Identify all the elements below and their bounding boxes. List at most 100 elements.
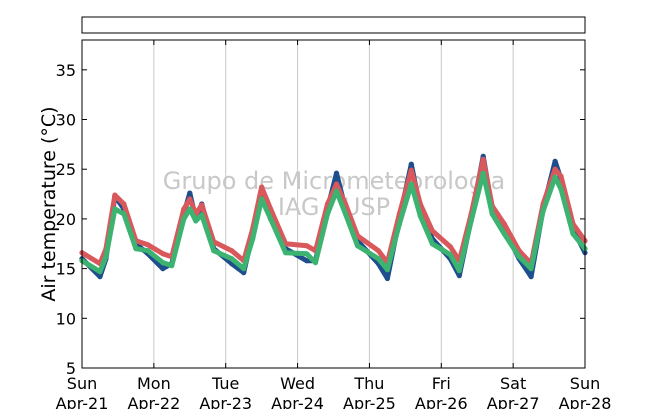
data-point [552, 166, 558, 172]
data-point [169, 263, 175, 269]
data-point [354, 243, 361, 249]
x-tick-label-day: Tue [211, 374, 239, 393]
series-layer [79, 153, 588, 282]
data-point [540, 208, 546, 214]
x-tick-label-day: Sat [500, 374, 526, 393]
x-tick-label-date: Apr-26 [415, 394, 468, 409]
data-point [528, 274, 534, 280]
data-point [259, 196, 265, 202]
data-point [333, 170, 340, 176]
data-point [283, 250, 289, 256]
data-point [375, 256, 381, 262]
y-tick-label: 15 [56, 260, 76, 279]
data-point [187, 196, 193, 202]
data-point [160, 260, 166, 266]
x-tick-label-day: Sun [570, 374, 600, 393]
data-point [160, 266, 166, 272]
data-point [181, 216, 187, 222]
data-point [112, 192, 118, 198]
data-point [429, 241, 435, 247]
y-tick-label: 35 [56, 61, 76, 80]
data-point [408, 161, 414, 167]
data-point [121, 211, 127, 217]
data-point [121, 201, 127, 207]
data-point [199, 212, 205, 218]
data-point [384, 267, 390, 273]
plot-frame [81, 39, 586, 369]
data-point [501, 231, 507, 237]
data-point [468, 218, 474, 224]
data-point [552, 174, 558, 180]
data-point [480, 156, 486, 162]
series-2 [79, 170, 588, 275]
y-tick-label: 5 [66, 359, 76, 378]
y-tick-label: 10 [56, 309, 76, 328]
data-point [570, 231, 576, 237]
data-point [145, 248, 151, 254]
data-point [417, 213, 423, 219]
data-point [312, 260, 319, 266]
data-point [375, 248, 381, 254]
data-point [241, 266, 247, 272]
data-point [342, 211, 349, 217]
x-tick-label-date: Apr-23 [199, 394, 252, 409]
x-tick-label-date: Apr-28 [559, 394, 612, 409]
x-tick-label-day: Mon [137, 374, 171, 393]
data-point [480, 170, 486, 176]
data-point [229, 256, 235, 262]
y-tick-label: 20 [56, 210, 76, 229]
data-point [211, 248, 217, 254]
data-point [187, 190, 193, 196]
vertical-grid [153, 40, 514, 368]
data-point [456, 273, 462, 279]
series-1 [79, 156, 588, 267]
x-axis: SunApr-21MonApr-22TueApr-23WedApr-24ThuA… [56, 40, 612, 409]
data-point [456, 268, 462, 274]
data-point [145, 242, 151, 248]
data-point [241, 270, 247, 276]
x-tick-label-date: Apr-21 [56, 394, 109, 409]
data-point [558, 173, 564, 179]
data-point [97, 269, 103, 275]
data-point [447, 244, 453, 250]
data-point [103, 254, 109, 260]
data-point [250, 236, 256, 242]
y-tick-label: 25 [56, 160, 76, 179]
data-point [133, 246, 139, 252]
data-point [324, 211, 331, 217]
y-tick-label: 30 [56, 111, 76, 130]
data-point [447, 252, 453, 258]
data-point [516, 254, 522, 260]
data-point [229, 248, 235, 254]
data-point [160, 251, 166, 257]
data-point [304, 243, 310, 249]
data-point [408, 167, 414, 173]
data-point [304, 258, 310, 264]
data-point [259, 184, 265, 190]
y-axis: 5 10 15 20 25 30 35 [56, 61, 585, 378]
x-tick-label-date: Apr-24 [271, 394, 324, 409]
data-point [97, 274, 103, 280]
data-point [408, 181, 414, 187]
data-point [429, 228, 435, 234]
data-point [112, 206, 118, 212]
legend-box [81, 16, 586, 34]
data-point [552, 158, 558, 164]
data-point [181, 206, 187, 212]
data-point [384, 275, 390, 282]
data-point [187, 206, 193, 212]
x-tick-label-date: Apr-25 [343, 394, 396, 409]
data-point [489, 211, 495, 217]
data-point [528, 266, 534, 272]
data-point [333, 188, 340, 194]
x-tick-label-day: Fri [432, 374, 451, 393]
data-point [199, 202, 205, 208]
x-tick-label-day: Sun [67, 374, 97, 393]
data-point [193, 218, 199, 224]
x-tick-label-day: Wed [280, 374, 315, 393]
data-point [558, 186, 564, 192]
data-point [268, 216, 274, 222]
data-point [333, 181, 340, 187]
data-point [501, 221, 507, 227]
